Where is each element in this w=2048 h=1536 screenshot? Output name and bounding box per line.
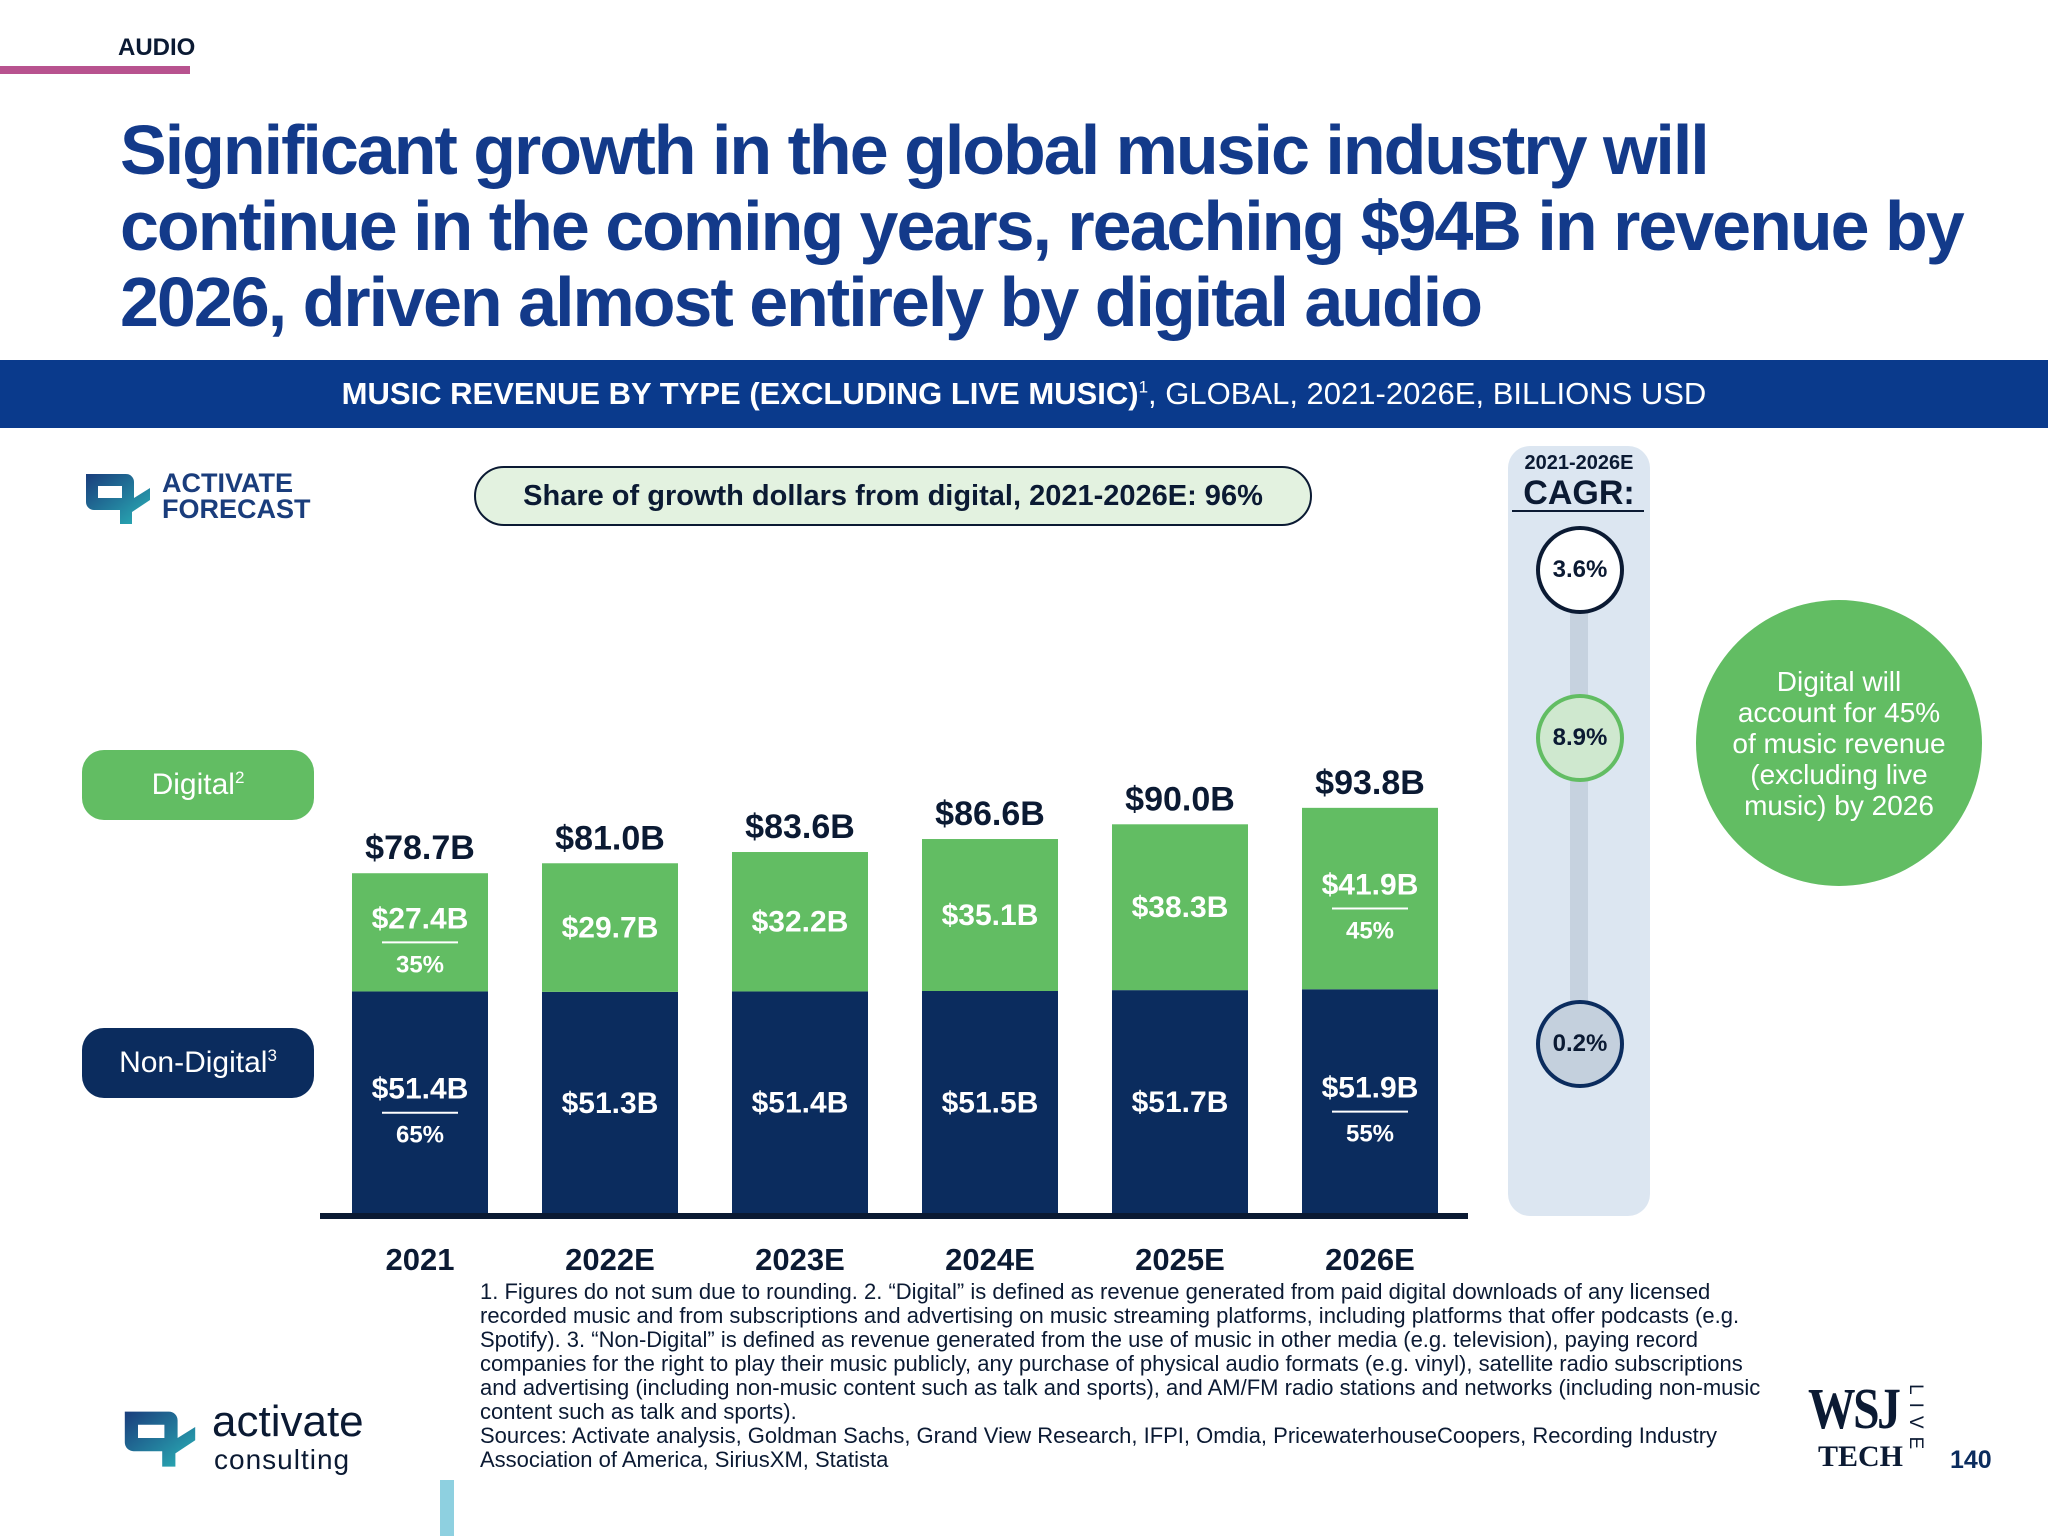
- x-tick-label: 2023E: [755, 1242, 845, 1277]
- bar-digital: [1302, 807, 1438, 990]
- bar-non-digital: [922, 991, 1058, 1214]
- x-tick-label: 2024E: [945, 1242, 1035, 1277]
- footnote-sources: Sources: Activate analysis, Goldman Sach…: [480, 1423, 1718, 1472]
- chart-title-banner: MUSIC REVENUE BY TYPE (EXCLUDING LIVE MU…: [0, 360, 2048, 428]
- banner-sup: 1: [1138, 377, 1149, 397]
- legend-non-digital: Non-Digital3: [82, 1028, 314, 1098]
- legend-digital-sup: 2: [234, 768, 245, 787]
- cagr-label: CAGR:: [1523, 474, 1635, 512]
- non-digital-value-label: $51.4B: [752, 1087, 849, 1120]
- total-label: $81.0B: [555, 819, 665, 857]
- total-label: $83.6B: [745, 808, 855, 846]
- wsj-logo: WSJ: [1808, 1376, 1901, 1441]
- page-number: 140: [1950, 1446, 1992, 1474]
- legend-digital-label: Digital: [151, 768, 235, 801]
- footnote-notes: 1. Figures do not sum due to rounding. 2…: [480, 1279, 1761, 1424]
- non-digital-value-label: $51.5B: [942, 1087, 1039, 1120]
- digital-value-label: $35.1B: [942, 899, 1039, 932]
- cagr-period: 2021-2026E: [1524, 452, 1634, 474]
- non-digital-share-label: 55%: [1346, 1121, 1394, 1148]
- x-tick-label: 2022E: [565, 1242, 655, 1277]
- forecast-line2: FORECAST: [162, 494, 311, 524]
- non-digital-value-label: $51.4B: [372, 1073, 469, 1106]
- page-title: Significant growth in the global music i…: [120, 111, 1965, 341]
- digital-share-label: 35%: [396, 951, 444, 978]
- digital-value-label: $38.3B: [1132, 891, 1229, 924]
- total-label: $90.0B: [1125, 780, 1235, 818]
- forecast-line1: ACTIVATE: [162, 468, 293, 498]
- banner-rest: , GLOBAL, 2021-2026E, BILLIONS USD: [1148, 376, 1707, 411]
- non-digital-value-label: $51.3B: [562, 1087, 659, 1120]
- bar-non-digital: [732, 991, 868, 1214]
- growth-share-pill: Share of growth dollars from digital, 20…: [474, 466, 1312, 526]
- digital-value-label: $29.7B: [562, 912, 659, 945]
- x-tick-label: 2021: [386, 1242, 455, 1277]
- digital-value-label: $41.9B: [1322, 869, 1419, 902]
- wsj-live: LIVE: [1905, 1384, 1926, 1458]
- bar-digital: [352, 873, 488, 992]
- x-tick-label: 2026E: [1325, 1242, 1415, 1277]
- x-tick-label: 2025E: [1135, 1242, 1225, 1277]
- cagr-non-digital-circle: 0.2%: [1536, 1000, 1624, 1088]
- bar-non-digital: [542, 991, 678, 1214]
- forecast-badge: ACTIVATE FORECAST: [162, 468, 311, 524]
- total-label: $93.8B: [1315, 764, 1425, 802]
- legend-non-digital-sup: 3: [267, 1046, 277, 1065]
- section-tag: AUDIO: [118, 34, 196, 61]
- cagr-digital-circle: 8.9%: [1536, 694, 1624, 782]
- bottom-accent-bar: [440, 1480, 454, 1536]
- legend-non-digital-label: Non-Digital: [119, 1046, 268, 1079]
- non-digital-value-label: $51.7B: [1132, 1086, 1229, 1119]
- legend-digital: Digital2: [82, 750, 314, 820]
- bar-digital: [542, 863, 678, 992]
- cagr-total-circle: 3.6%: [1536, 526, 1624, 614]
- total-label: $86.6B: [935, 795, 1045, 833]
- callout-text: Digital will account for 45% of music re…: [1732, 665, 1946, 821]
- section-rule: [0, 66, 190, 74]
- footnotes: 1. Figures do not sum due to rounding. 2…: [480, 1280, 1780, 1472]
- non-digital-value-label: $51.9B: [1322, 1072, 1419, 1105]
- bar-non-digital: [1112, 990, 1248, 1214]
- banner-bold: MUSIC REVENUE BY TYPE (EXCLUDING LIVE MU…: [341, 376, 1139, 411]
- activate-logo-icon: [124, 1411, 196, 1467]
- bar-digital: [732, 852, 868, 992]
- wsj-tech: TECH: [1818, 1440, 1904, 1473]
- bar-digital: [922, 839, 1058, 992]
- total-label: $78.7B: [365, 829, 475, 867]
- cagr-track: [1570, 580, 1588, 1060]
- bar-non-digital: [352, 991, 488, 1214]
- bar-digital: [1112, 824, 1248, 991]
- digital-value-label: $27.4B: [372, 902, 469, 935]
- brand-sub: consulting: [214, 1444, 351, 1475]
- digital-share-callout: Digital will account for 45% of music re…: [1696, 600, 1982, 886]
- digital-value-label: $32.2B: [752, 906, 849, 939]
- cagr-rule: [1512, 510, 1644, 512]
- bar-non-digital: [1302, 989, 1438, 1214]
- brand-name: activate: [212, 1397, 364, 1446]
- non-digital-share-label: 65%: [396, 1122, 444, 1149]
- forecast-logo-icon: [86, 474, 150, 524]
- digital-share-label: 45%: [1346, 918, 1394, 945]
